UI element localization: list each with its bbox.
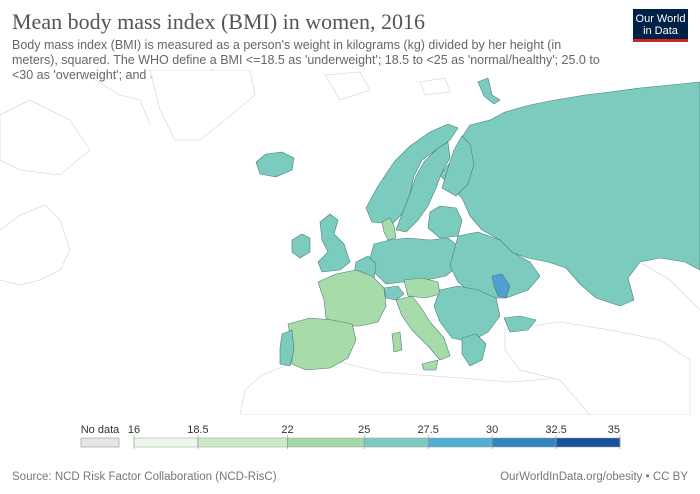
balkans-shape[interactable] xyxy=(433,285,501,343)
sicily-shape[interactable] xyxy=(421,359,439,371)
legend-bin[interactable] xyxy=(427,437,493,448)
baltic-states-shape[interactable] xyxy=(427,205,463,239)
germany-poland-shape[interactable] xyxy=(369,237,461,285)
legend-break-label: 22 xyxy=(281,424,293,436)
logo-accent-bar xyxy=(633,39,688,42)
legend-break-label: 27.5 xyxy=(417,424,438,436)
chart-title: Mean body mass index (BMI) in women, 201… xyxy=(12,9,426,34)
sweden-shape[interactable] xyxy=(395,141,451,233)
portugal-shape[interactable] xyxy=(279,329,295,367)
austria-czechia-shape[interactable] xyxy=(403,277,441,299)
no-data-label: No data xyxy=(81,424,120,436)
novaya-zemlya-shape[interactable] xyxy=(477,77,501,105)
legend-bin[interactable] xyxy=(491,437,557,448)
moldova-shape[interactable] xyxy=(491,273,511,299)
legend-break-label: 18.5 xyxy=(187,424,208,436)
sardinia-shape[interactable] xyxy=(391,331,403,353)
owid-link[interactable]: OurWorldInData.org/obesity • CC BY xyxy=(500,471,688,483)
east-russia-coast xyxy=(639,261,700,311)
ireland-shape[interactable] xyxy=(291,233,311,259)
legend-break-label: 32.5 xyxy=(545,424,566,436)
franz-josef-region xyxy=(419,77,451,96)
finland-shape[interactable] xyxy=(441,135,475,197)
middle-east-region xyxy=(504,321,691,415)
spain-shape[interactable] xyxy=(287,317,357,371)
canada-arctic-region xyxy=(0,99,91,176)
switzerland-shape[interactable] xyxy=(383,285,405,301)
logo-line-2: in Data xyxy=(643,25,678,37)
source-note: Source: NCD Risk Factor Collaboration (N… xyxy=(12,471,277,483)
legend-break-label: 16 xyxy=(128,424,140,436)
legend-bin[interactable] xyxy=(363,437,429,448)
legend-bins: 16 18.5 22 25 27.5 30 32.5 35 xyxy=(128,424,621,449)
logo-line-1: Our World xyxy=(635,13,686,25)
north-america-coast xyxy=(0,204,71,286)
legend-bin[interactable] xyxy=(133,437,199,448)
no-data-swatch xyxy=(80,437,120,448)
turkey-shape[interactable] xyxy=(503,315,537,333)
color-legend: No data 16 18.5 22 25 27.5 30 32.5 35 xyxy=(80,424,621,449)
country-shapes xyxy=(255,77,700,371)
greenland-region xyxy=(149,70,256,141)
belarus-ukraine-shape[interactable] xyxy=(449,231,541,299)
greece-shape[interactable] xyxy=(461,333,487,367)
denmark-shape[interactable] xyxy=(381,217,397,241)
legend-bin[interactable] xyxy=(287,437,365,448)
legend-bin[interactable] xyxy=(197,437,288,448)
legend-break-label: 30 xyxy=(486,424,498,436)
italy-shape[interactable] xyxy=(395,295,451,361)
no-data-regions xyxy=(0,70,691,415)
owid-logo[interactable]: Our World in Data xyxy=(633,9,688,42)
north-africa-region xyxy=(239,359,641,415)
france-shape[interactable] xyxy=(317,269,387,327)
legend-bin[interactable] xyxy=(555,437,621,448)
svalbard-region xyxy=(324,71,371,101)
coastline-outlines xyxy=(0,79,700,311)
iceland-shape[interactable] xyxy=(255,151,295,178)
uk-shape[interactable] xyxy=(317,213,351,273)
arctic-coast xyxy=(94,79,151,126)
choropleth-map xyxy=(0,70,700,415)
legend-break-label: 25 xyxy=(358,424,370,436)
legend-break-label: 35 xyxy=(608,424,620,436)
